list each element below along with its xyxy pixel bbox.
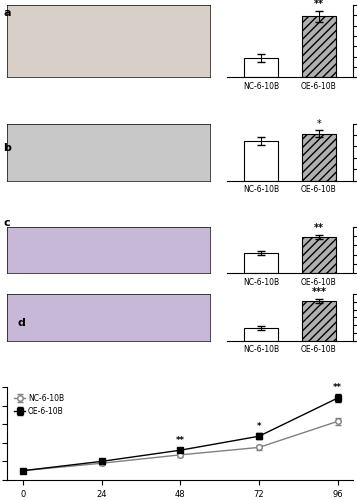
Bar (302, 134, 336, 180)
Text: *: * (257, 422, 261, 430)
Bar (244, 328, 278, 340)
Bar (302, 237, 336, 274)
Text: **: ** (176, 436, 185, 445)
Text: d: d (18, 318, 26, 328)
Text: **: ** (333, 382, 342, 392)
Bar (244, 140, 278, 180)
Bar (244, 58, 278, 78)
Text: a: a (4, 8, 11, 18)
Legend: NC-6-10B, OE-6-10B: NC-6-10B, OE-6-10B (11, 390, 67, 418)
Bar (244, 254, 278, 274)
Text: **: ** (314, 224, 324, 234)
Text: c: c (4, 218, 10, 228)
Text: **: ** (314, 0, 324, 9)
Bar (302, 16, 336, 78)
Text: *: * (316, 119, 321, 129)
Bar (302, 301, 336, 341)
Text: ***: *** (311, 288, 326, 298)
Text: b: b (4, 143, 11, 153)
